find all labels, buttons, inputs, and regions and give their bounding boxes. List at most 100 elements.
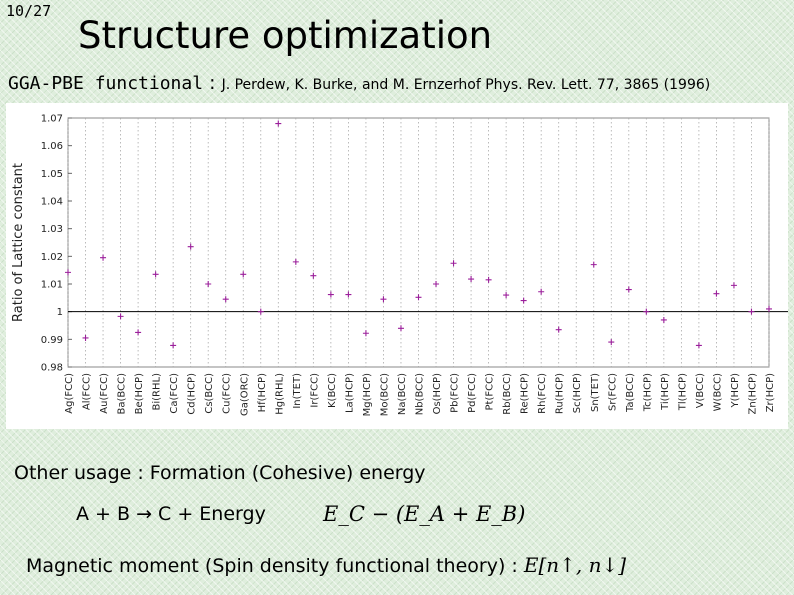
y-tick-label: 1: [57, 307, 63, 318]
x-tick-label: Bi(RHL): [152, 373, 163, 411]
x-tick-label: Ga(ORC): [239, 373, 250, 416]
data-point: [520, 297, 527, 304]
x-tick-label: Zr(HCP): [765, 373, 776, 412]
data-point: [152, 271, 159, 278]
data-point: [433, 281, 440, 287]
data-point: [117, 313, 124, 320]
data-point: [135, 329, 142, 336]
data-point: [766, 305, 772, 312]
data-point: [292, 258, 299, 265]
data-point: [310, 272, 317, 279]
functional-line: GGA-PBE functional : J. Perdew, K. Burke…: [8, 72, 710, 94]
x-tick-label: Hf(HCP): [257, 373, 268, 412]
x-tick-label: Y(HCP): [730, 373, 741, 409]
x-tick-label: Sr(FCC): [607, 373, 618, 411]
x-tick-label: Mg(HCP): [362, 373, 373, 416]
x-tick-label: Nb(BCC): [415, 373, 426, 415]
x-tick-label: V(BCC): [695, 373, 706, 408]
x-tick-label: Rh(FCC): [537, 373, 548, 414]
data-point: [503, 292, 510, 299]
y-tick-label: 1.03: [41, 224, 63, 235]
x-tick-label: La(HCP): [344, 373, 355, 413]
x-tick-label: Ta(BCC): [625, 373, 636, 413]
x-tick-label: Re(HCP): [520, 373, 531, 414]
data-point: [275, 120, 282, 127]
data-point: [362, 330, 369, 337]
x-tick-label: Tl(HCP): [677, 373, 688, 411]
data-point: [608, 339, 615, 346]
data-point: [187, 243, 194, 250]
x-tick-label: Rb(BCC): [502, 373, 513, 415]
data-point: [82, 334, 89, 341]
slide-number: 10/27: [6, 2, 52, 20]
slide-title: Structure optimization: [78, 14, 493, 57]
data-point: [643, 308, 650, 315]
x-tick-label: Ag(FCC): [64, 373, 75, 414]
data-point: [205, 281, 212, 287]
data-point: [240, 271, 247, 278]
x-tick-label: Pt(FCC): [485, 373, 496, 411]
x-tick-label: Cd(HCP): [187, 373, 198, 415]
data-point: [730, 282, 737, 289]
spin-functional-math: E[n↑, n↓]: [523, 553, 627, 577]
y-tick-label: 1.05: [41, 169, 63, 180]
y-tick-label: 0.98: [41, 363, 63, 374]
x-tick-label: Cu(FCC): [222, 373, 233, 414]
x-tick-label: Ti(HCP): [660, 373, 671, 411]
data-point: [65, 269, 71, 276]
magnetic-moment-text: Magnetic moment (Spin density functional…: [26, 555, 524, 577]
y-tick-label: 1.07: [41, 114, 63, 125]
data-point: [660, 316, 667, 323]
x-tick-label: W(BCC): [712, 373, 723, 411]
x-tick-label: Tc(HCP): [642, 373, 653, 412]
x-tick-label: Be(HCP): [134, 373, 145, 414]
x-tick-label: Pb(FCC): [450, 373, 461, 413]
data-point: [257, 308, 264, 315]
magnetic-moment-line: Magnetic moment (Spin density functional…: [26, 553, 626, 577]
y-tick-label: 1.06: [41, 141, 63, 152]
data-point: [555, 326, 562, 333]
x-tick-label: Sc(HCP): [572, 373, 583, 413]
data-point: [713, 290, 720, 297]
x-tick-label: K(BCC): [327, 373, 338, 408]
other-usage-text: Other usage : Formation (Cohesive) energ…: [14, 462, 426, 484]
data-point: [625, 286, 632, 293]
x-tick-label: Cs(BCC): [204, 373, 215, 414]
data-point: [590, 261, 597, 268]
x-tick-label: Ir(FCC): [309, 373, 320, 408]
data-point: [468, 276, 475, 283]
y-tick-label: 1.04: [41, 197, 63, 208]
x-tick-label: In(TET): [292, 373, 303, 409]
functional-name: GGA-PBE functional: [8, 73, 204, 94]
data-point: [450, 260, 457, 267]
reaction-text: A + B → C + Energy: [76, 503, 266, 525]
x-tick-label: Mo(BCC): [379, 373, 390, 416]
y-axis-label: Ratio of Lattice constant: [11, 163, 26, 322]
data-point: [222, 296, 229, 303]
y-tick-label: 0.99: [41, 335, 63, 346]
functional-reference: J. Perdew, K. Burke, and M. Ernzerhof Ph…: [221, 77, 711, 93]
data-point: [327, 291, 334, 298]
x-tick-label: Al(FCC): [82, 373, 93, 410]
data-point: [415, 294, 422, 301]
data-point: [100, 254, 107, 261]
energy-equation: E_C − (E_A + E_B): [323, 502, 526, 526]
data-point: [485, 276, 492, 283]
data-point: [380, 296, 387, 303]
x-tick-label: Pd(FCC): [467, 373, 478, 413]
y-tick-label: 1.02: [41, 252, 63, 263]
x-tick-label: Ba(BCC): [117, 373, 128, 415]
x-tick-label: Na(BCC): [397, 373, 408, 415]
data-point: [695, 342, 702, 349]
x-tick-label: Au(FCC): [99, 373, 110, 414]
x-tick-label: Zn(HCP): [747, 373, 758, 415]
data-point: [170, 342, 177, 349]
chart-panel: Ratio of Lattice constant 0.98 0.99 1 1.01 1.…: [6, 103, 788, 429]
x-tick-label: Os(HCP): [432, 373, 443, 415]
x-tick-label: Ru(HCP): [555, 373, 566, 414]
lattice-ratio-chart: Ratio of Lattice constant 0.98 0.99 1 1.01 1.…: [11, 114, 788, 416]
x-tick-label: Hg(RHL): [274, 373, 285, 415]
data-point: [748, 308, 755, 315]
functional-colon: :: [203, 72, 222, 94]
y-tick-label: 1.01: [41, 280, 63, 291]
